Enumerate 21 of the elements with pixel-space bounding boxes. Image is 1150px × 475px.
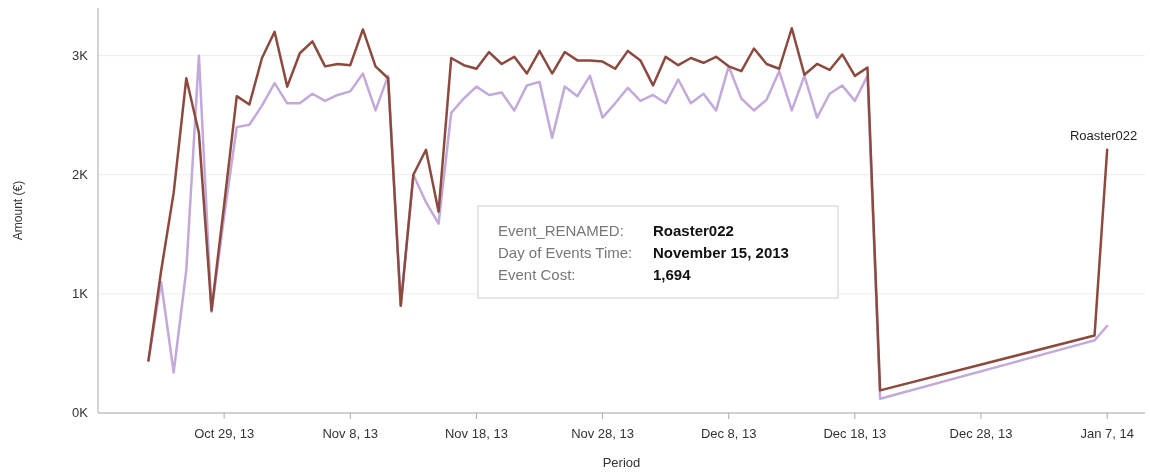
y-tick-label: 1K [72, 285, 89, 301]
annotation: Event_RENAMED: [498, 222, 624, 239]
x-tick-label: Nov 28, 13 [571, 426, 635, 441]
annotation: Event Cost: [498, 266, 576, 283]
x-tick-label: Dec 18, 13 [823, 426, 887, 441]
y-tick-label: 3K [72, 47, 89, 63]
x-tick-label: Dec 28, 13 [949, 426, 1013, 441]
x-tick-label: Jan 7, 14 [1080, 426, 1134, 441]
annotation: Roaster022 [653, 222, 734, 239]
series-label: Roaster022 [1069, 127, 1138, 143]
y-tick-label: 0K [72, 405, 89, 420]
x-tick-label: Nov 8, 13 [322, 426, 379, 441]
x-axis-title: Period [602, 455, 641, 470]
x-tick-label: Oct 29, 13 [194, 426, 255, 441]
y-tick-label: 2K [72, 166, 89, 182]
y-axis-title: Amount (€) [11, 180, 25, 241]
annotation: Day of Events Time: [498, 244, 633, 261]
annotation: 1,694 [653, 266, 692, 283]
x-tick-label: Dec 8, 13 [700, 426, 757, 441]
annotation: November 15, 2013 [653, 244, 789, 261]
x-tick-label: Nov 18, 13 [445, 426, 508, 441]
